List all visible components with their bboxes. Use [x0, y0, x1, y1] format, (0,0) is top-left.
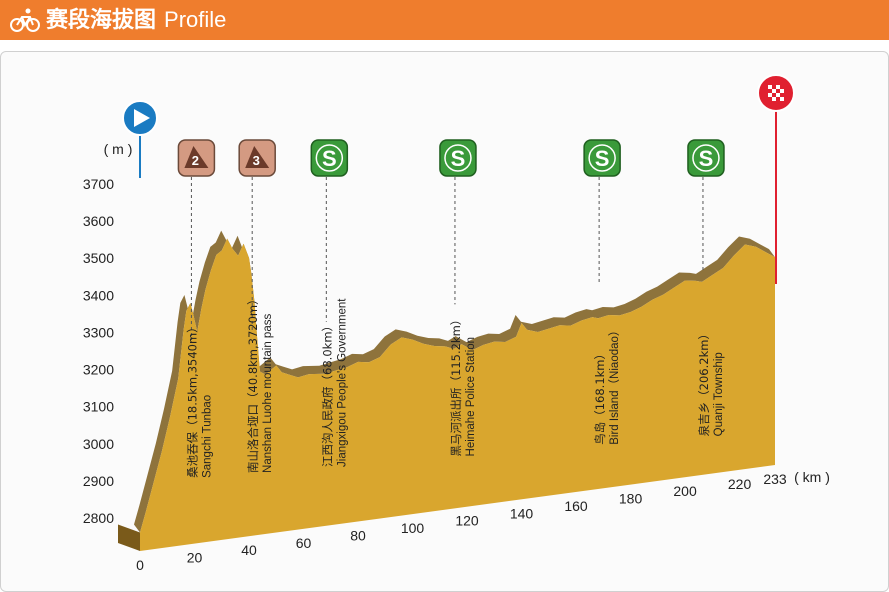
annotation-cn: 江西沟人民政府（68.0km） [320, 320, 334, 467]
climb-category-label: 3 [253, 153, 260, 168]
x-tick-label: 100 [401, 520, 425, 536]
y-tick-label: 3500 [83, 250, 114, 266]
sprint-ring [588, 144, 616, 172]
y-tick-label: 3300 [83, 324, 114, 340]
mountain-icon-glyph [184, 146, 209, 168]
y-tick-label: 3400 [83, 287, 114, 303]
sprint-ring [444, 144, 472, 172]
checkered-square [776, 85, 780, 89]
annotation-en: Bird Island（Niaodao） [608, 325, 621, 445]
y-tick-label: 3200 [83, 362, 114, 378]
checkered-square [776, 93, 780, 97]
sprint-label: S [451, 146, 466, 171]
x-tick-label: 0 [136, 557, 144, 573]
x-tick-label: 180 [619, 491, 643, 507]
page-title: 赛段海拔图 Profile [46, 7, 227, 33]
mountain-icon-glyph [245, 146, 270, 168]
annotation-cn: 黑马河派出所（115.2km） [449, 314, 463, 457]
x-tick-label: 40 [241, 542, 257, 558]
x-tick-label: 60 [296, 535, 312, 551]
x-tick-label: 200 [673, 483, 697, 499]
terrain-side-face [118, 524, 140, 551]
sprint-label: S [322, 146, 337, 171]
header-bar: 赛段海拔图 Profile [0, 0, 889, 40]
checkered-square [772, 89, 776, 93]
climb-category-label: 2 [192, 153, 199, 168]
play-icon-glyph [134, 109, 150, 127]
annotation-cn: 泉吉乡（206.2km） [697, 328, 711, 436]
y-tick-label: 3100 [83, 399, 114, 415]
y-tick-label: 2800 [83, 510, 114, 526]
terrain-front-face [140, 238, 775, 551]
sprint-label: S [595, 146, 610, 171]
x-tick-label: 160 [564, 498, 588, 514]
annotation-en: Quanji Township [713, 352, 725, 436]
annotation-en: Jiangxigou People's Government [336, 298, 348, 467]
checkered-square [780, 89, 784, 93]
x-tick-label: 80 [350, 527, 366, 543]
annotation-cn: 桑池吞保（18.5km,3540m） [185, 321, 199, 478]
y-tick-label: 2900 [83, 473, 114, 489]
x-tick-label: 140 [510, 505, 534, 521]
checkered-square [772, 97, 776, 101]
x-tick-label: 233 [763, 471, 787, 487]
x-tick-label: 220 [728, 476, 752, 492]
y-tick-label: 3000 [83, 436, 114, 452]
y-unit-label: ( m ) [104, 141, 133, 157]
checkered-square [780, 97, 784, 101]
y-tick-label: 3700 [83, 176, 114, 192]
sprint-ring [315, 144, 344, 172]
checkered-square [768, 93, 772, 97]
annotation-en: Nanshan Luohe mountain pass [262, 314, 274, 473]
checkered-square [768, 85, 772, 89]
x-unit-label: ( km ) [794, 469, 830, 485]
bicycle-icon [10, 8, 40, 32]
x-tick-label: 20 [187, 550, 203, 566]
y-tick-label: 3600 [83, 213, 114, 229]
sprint-label: S [699, 146, 714, 171]
annotation-en: Heimahe Police Station [465, 337, 477, 457]
sprint-ring [692, 144, 720, 172]
annotation-cn: 鸟岛（168.1km） [593, 348, 607, 445]
x-tick-label: 120 [455, 513, 479, 529]
annotation-cn: 南山洛合垭口（40.8km,3720m） [246, 293, 260, 473]
annotation-en: Sangchi Tunbao [201, 395, 213, 478]
